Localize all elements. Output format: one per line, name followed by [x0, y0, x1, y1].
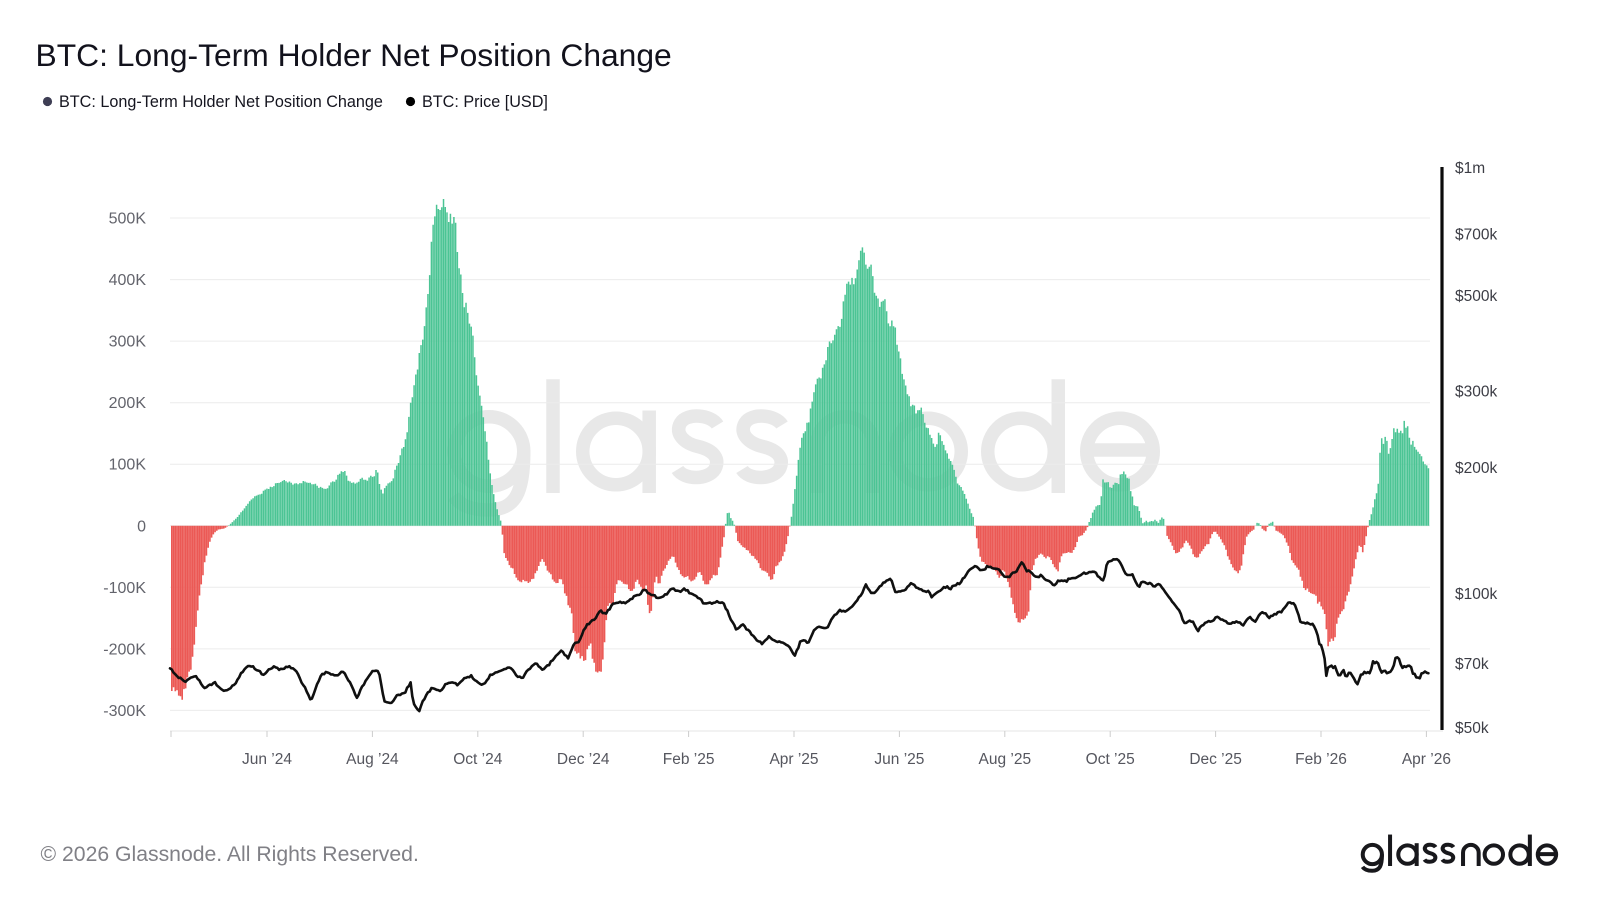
svg-text:$700k: $700k — [1455, 227, 1497, 244]
svg-text:500K: 500K — [109, 211, 147, 228]
svg-text:$100k: $100k — [1455, 586, 1497, 603]
svg-text:$50k: $50k — [1455, 720, 1489, 737]
svg-text:$200k: $200k — [1455, 460, 1497, 477]
svg-text:Jun ’25: Jun ’25 — [874, 751, 924, 768]
svg-text:© 2026 Glassnode. All Rights R: © 2026 Glassnode. All Rights Reserved. — [41, 843, 419, 866]
svg-text:$500k: $500k — [1455, 288, 1497, 305]
svg-text:-300K: -300K — [103, 703, 146, 720]
svg-text:$70k: $70k — [1455, 656, 1489, 673]
svg-text:Feb ’25: Feb ’25 — [663, 751, 715, 768]
svg-text:Dec ’25: Dec ’25 — [1189, 751, 1242, 768]
svg-text:400K: 400K — [109, 272, 147, 289]
svg-text:0: 0 — [137, 518, 146, 535]
svg-text:BTC: Long-Term Holder Net Posi: BTC: Long-Term Holder Net Position Chang… — [59, 93, 383, 111]
svg-text:-200K: -200K — [103, 641, 146, 658]
svg-text:$1m: $1m — [1455, 160, 1485, 177]
svg-text:300K: 300K — [109, 334, 147, 351]
svg-text:Jun ’24: Jun ’24 — [242, 751, 292, 768]
svg-text:Apr ’26: Apr ’26 — [1402, 751, 1451, 768]
svg-text:Oct ’25: Oct ’25 — [1086, 751, 1135, 768]
svg-text:BTC: Long-Term Holder Net Posi: BTC: Long-Term Holder Net Position Chang… — [36, 37, 672, 73]
svg-text:BTC: Price [USD]: BTC: Price [USD] — [422, 93, 548, 111]
svg-text:Oct ’24: Oct ’24 — [453, 751, 502, 768]
svg-text:Apr ’25: Apr ’25 — [769, 751, 818, 768]
svg-text:Feb ’26: Feb ’26 — [1295, 751, 1347, 768]
svg-text:Aug ’25: Aug ’25 — [979, 751, 1032, 768]
svg-text:200K: 200K — [109, 395, 147, 412]
svg-text:-100K: -100K — [103, 580, 146, 597]
svg-text:Aug ’24: Aug ’24 — [346, 751, 399, 768]
svg-text:Dec ’24: Dec ’24 — [557, 751, 610, 768]
svg-text:$300k: $300k — [1455, 384, 1497, 401]
svg-text:100K: 100K — [109, 457, 147, 474]
